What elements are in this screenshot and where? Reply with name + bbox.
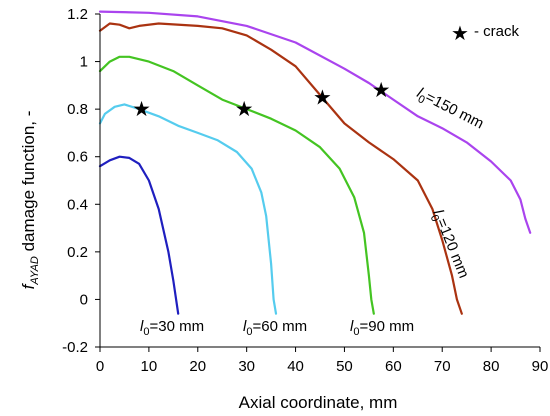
series-line-2 — [98, 55, 375, 315]
series-label-1: l0=60 mm — [243, 318, 307, 338]
y-tick-label: 1.2 — [67, 6, 88, 23]
crack-star-icon: ★ — [235, 98, 254, 121]
series-line-1 — [98, 103, 278, 315]
x-tick-label: 20 — [189, 358, 206, 375]
series-line-3 — [98, 22, 463, 315]
y-tick-label: -0.2 — [62, 339, 88, 356]
y-tick-label: 1 — [80, 54, 88, 71]
y-tick-label: 0 — [80, 291, 88, 308]
curves — [98, 10, 532, 315]
crack-markers: ★ ★ ★ ★ — [132, 79, 390, 121]
x-tick-label: 50 — [336, 358, 353, 375]
x-tick-label: 90 — [532, 358, 549, 375]
x-axis-title: Axial coordinate, mm — [239, 393, 398, 412]
x-ticks: 0 10 20 30 40 50 60 70 80 90 — [96, 347, 549, 375]
x-tick-label: 60 — [385, 358, 402, 375]
x-tick-label: 40 — [287, 358, 304, 375]
series-label-0: l0=30 mm — [140, 318, 204, 338]
y-ticks: -0.2 0 0.2 0.4 0.6 0.8 1 1.2 — [62, 6, 100, 356]
series-line-0 — [98, 155, 180, 315]
y-tick-label: 0.2 — [67, 244, 88, 261]
x-tick-label: 80 — [483, 358, 500, 375]
x-tick-label: 0 — [96, 358, 104, 375]
legend-star-icon: ★ — [451, 23, 469, 45]
y-tick-label: 0.6 — [67, 149, 88, 166]
x-tick-label: 70 — [434, 358, 451, 375]
y-tick-label: 0.4 — [67, 196, 88, 213]
x-tick-label: 10 — [141, 358, 158, 375]
y-axis-title: fAYAD damage function, - — [19, 111, 41, 290]
x-tick-label: 30 — [238, 358, 255, 375]
y-tick-label: 0.8 — [67, 101, 88, 118]
crack-star-icon: ★ — [313, 86, 332, 109]
crack-star-icon: ★ — [372, 79, 391, 102]
series-line-4 — [98, 10, 532, 234]
axes — [99, 14, 540, 348]
legend: ★ - crack — [451, 23, 519, 45]
crack-star-icon: ★ — [132, 98, 151, 121]
series-label-2: l0=90 mm — [350, 318, 414, 338]
legend-label: - crack — [474, 23, 520, 40]
